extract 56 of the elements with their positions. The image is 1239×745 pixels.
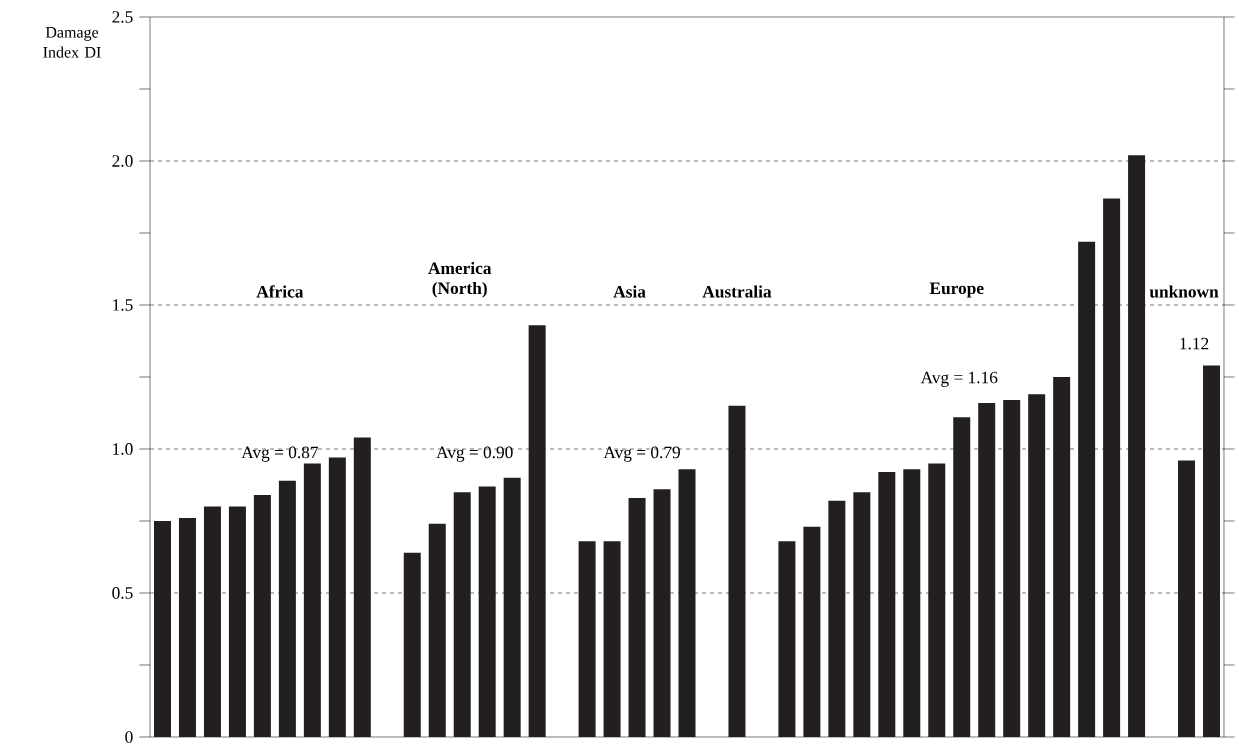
bar — [228, 506, 246, 737]
bar — [278, 480, 296, 737]
y-tick-label: 1.0 — [113, 443, 133, 455]
bar — [503, 477, 521, 737]
bar — [328, 457, 346, 737]
annotation: Avg = 0.90 — [436, 446, 513, 462]
y-tick-label: 0 — [125, 731, 133, 743]
bar — [203, 506, 221, 737]
y-tick-label: 0.5 — [112, 587, 133, 599]
bar — [428, 523, 446, 737]
bar — [828, 500, 846, 737]
bar — [353, 437, 371, 737]
bar — [303, 463, 321, 737]
annotation: Europe — [929, 282, 984, 298]
bar — [1028, 394, 1046, 737]
y-axis-title: Damage Index DI — [43, 27, 101, 58]
annotation: 1.12 — [1180, 337, 1209, 350]
bar — [728, 405, 746, 737]
bar — [178, 518, 196, 737]
bar — [1103, 198, 1121, 737]
bar — [1003, 400, 1021, 737]
bar — [1053, 376, 1071, 737]
annotation: America (North) — [428, 261, 492, 298]
bar — [1078, 241, 1096, 737]
bar — [153, 520, 171, 737]
y-tick-label: 1.5 — [113, 299, 133, 311]
bar — [853, 492, 871, 737]
annotation: Avg = 1.16 — [920, 371, 998, 387]
annotation: Avg = 0.79 — [603, 446, 680, 462]
bar — [1128, 155, 1146, 737]
y-tick-label: 2.5 — [112, 11, 133, 23]
bar — [903, 469, 921, 737]
bar — [1178, 460, 1196, 737]
bar — [953, 417, 971, 737]
bar — [603, 541, 621, 737]
annotation: Asia — [613, 285, 646, 298]
y-tick-label: 2.0 — [112, 155, 133, 167]
annotation: Avg = 0.87 — [241, 446, 319, 462]
bar — [778, 541, 796, 737]
bar — [653, 489, 671, 737]
bar — [978, 402, 996, 737]
bar — [678, 469, 696, 737]
bar — [928, 463, 946, 737]
bar — [628, 497, 646, 737]
bar — [803, 526, 821, 737]
annotation: Australia — [702, 285, 772, 298]
bar — [478, 486, 496, 737]
bar — [403, 552, 421, 737]
bar — [528, 325, 546, 737]
bar — [253, 495, 271, 737]
bar — [578, 541, 596, 737]
annotation: unknown — [1149, 285, 1219, 298]
annotation: Africa — [256, 285, 304, 298]
bar — [878, 472, 896, 737]
bar — [453, 492, 471, 737]
bar — [1203, 365, 1221, 737]
